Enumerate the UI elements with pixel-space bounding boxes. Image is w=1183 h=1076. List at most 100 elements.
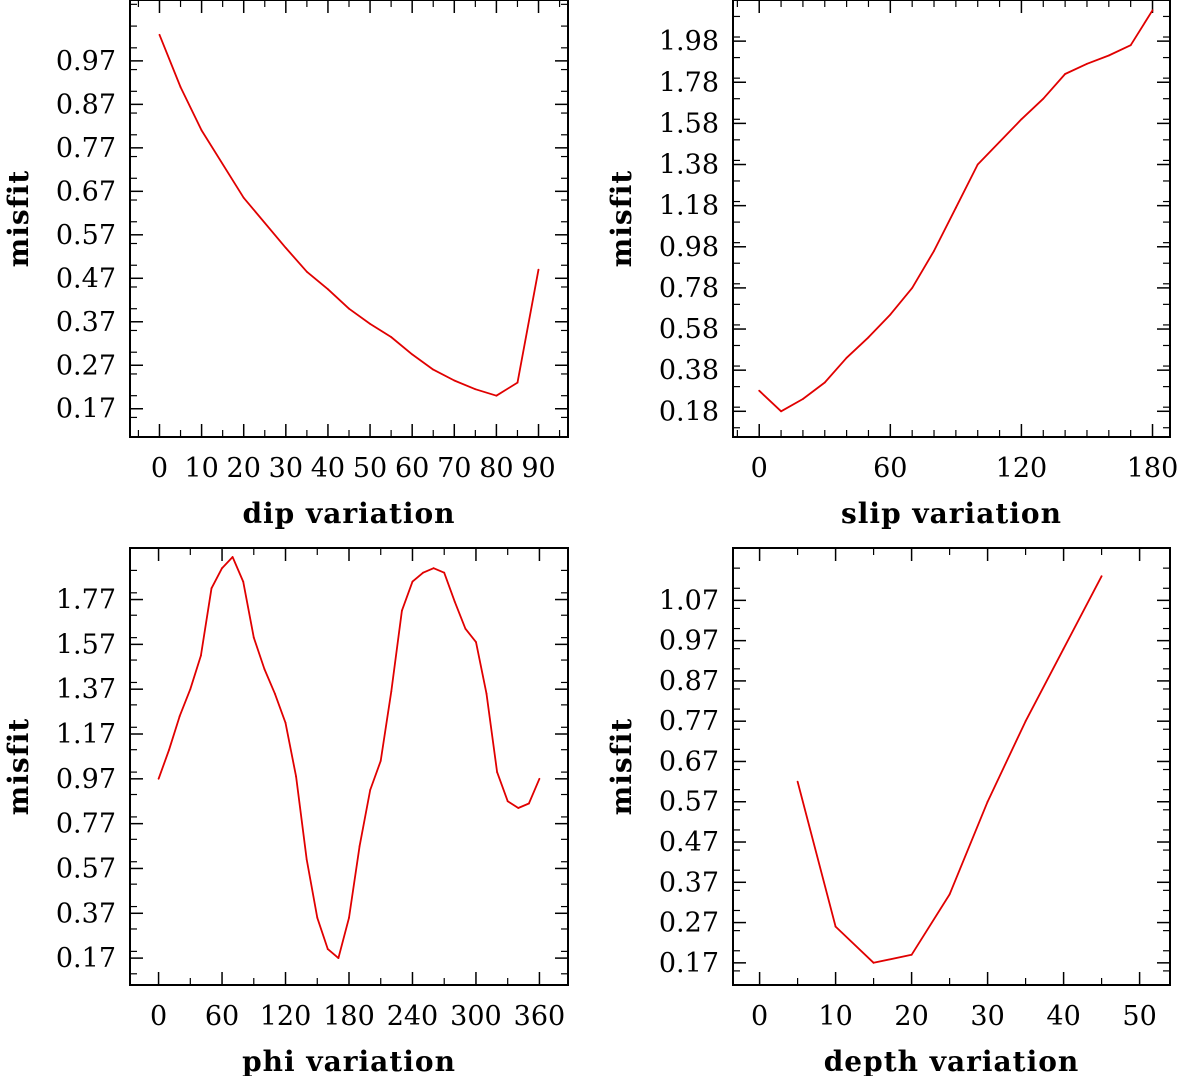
depth-data-point — [1062, 647, 1065, 650]
phi-data-point — [326, 948, 329, 950]
phi-data-point — [305, 858, 308, 861]
phi-data-point — [178, 715, 181, 717]
depth-data-point — [948, 893, 951, 896]
phi-x-tick-label: 60 — [205, 1001, 239, 1032]
slip-y-tick-label: 1.38 — [659, 150, 719, 181]
phi-data-point — [485, 692, 488, 695]
slip-data-point — [1086, 62, 1088, 65]
slip-data-point — [911, 287, 914, 289]
dip-y-tick-label: 0.17 — [56, 394, 116, 425]
phi-y-tick-label: 0.57 — [56, 853, 116, 884]
phi-x-tick-label: 0 — [150, 1001, 167, 1032]
depth-y-axis-title: misfit — [605, 718, 638, 816]
phi-data-point — [210, 587, 213, 590]
slip-plot-frame — [732, 0, 1171, 438]
slip-data-point — [1020, 118, 1023, 121]
dip-data-point — [495, 394, 498, 397]
phi-data-point — [263, 668, 266, 670]
dip-data-point — [200, 129, 203, 132]
depth-x-tick-label: 50 — [1122, 1001, 1156, 1032]
slip-x-tick-label: 0 — [751, 453, 768, 484]
phi-y-tick-label: 0.77 — [56, 809, 116, 840]
phi-data-point — [369, 789, 372, 791]
phi-x-tick-label: 360 — [514, 1001, 566, 1032]
slip-data-point — [955, 206, 957, 209]
dip-x-tick-label: 50 — [353, 453, 387, 484]
phi-data-point — [295, 775, 297, 778]
slip-data-point — [1107, 54, 1110, 57]
dip-x-tick-label: 20 — [227, 453, 261, 484]
depth-y-tick-label: 0.57 — [659, 787, 719, 818]
slip-data-point — [889, 313, 892, 316]
slip-y-tick-label: 0.18 — [659, 396, 719, 427]
dip-x-tick-label: 90 — [521, 453, 555, 484]
depth-y-tick-label: 0.97 — [659, 626, 719, 657]
dip-x-tick-label: 10 — [184, 453, 218, 484]
slip-y-tick-label: 0.98 — [659, 232, 719, 263]
dip-data-point — [158, 33, 161, 36]
dip-x-tick-label: 0 — [151, 453, 168, 484]
depth-data-point — [1024, 720, 1027, 723]
depth-plot-frame — [732, 547, 1171, 986]
dip-y-tick-label: 0.87 — [56, 89, 116, 120]
dip-y-tick-label: 0.27 — [56, 350, 116, 381]
dip-data-point — [348, 307, 350, 310]
slip-data-point — [998, 141, 1001, 143]
depth-x-axis-title: depth variation — [824, 1045, 1080, 1076]
depth-data-point — [910, 953, 913, 956]
slip-panel: 0 60 120 180 0.18 0.38 0.58 0.78 0.98 1.18 1.38 1.5… — [605, 0, 1178, 530]
phi-data-point — [189, 688, 192, 691]
dip-y-tick-label: 0.37 — [56, 307, 116, 338]
dip-data-point — [516, 381, 519, 384]
depth-y-tick-label: 0.87 — [659, 666, 719, 697]
slip-y-tick-label: 0.78 — [659, 273, 719, 304]
depth-x-tick-label: 40 — [1046, 1001, 1080, 1032]
phi-y-tick-label: 1.17 — [56, 719, 116, 750]
slip-data-point — [1042, 97, 1045, 100]
phi-x-tick-label: 120 — [260, 1001, 312, 1032]
slip-x-tick-label: 120 — [996, 453, 1048, 484]
dip-y-tick-label: 0.77 — [56, 133, 116, 164]
phi-data-point — [252, 636, 255, 639]
dip-y-axis-title: misfit — [2, 170, 35, 268]
phi-panel: 0 60 120 180 240 300 360 0.17 0.37 0.57 0.77 0.97 1.… — [2, 547, 569, 1076]
dip-x-tick-label: 80 — [479, 453, 513, 484]
dip-data-point — [284, 247, 287, 249]
depth-y-tick-label: 1.07 — [659, 585, 719, 616]
dip-data-point — [432, 368, 435, 371]
dip-x-axis-title: dip variation — [242, 497, 455, 530]
dip-data-point — [537, 268, 540, 271]
phi-y-tick-label: 0.17 — [56, 943, 116, 974]
phi-y-tick-label: 1.37 — [56, 674, 116, 705]
phi-data-point — [242, 580, 245, 583]
slip-y-tick-label: 1.18 — [659, 191, 719, 222]
phi-data-point — [401, 609, 403, 612]
phi-data-point — [475, 641, 477, 643]
phi-y-tick-label: 1.57 — [56, 629, 116, 660]
depth-y-tick-label: 0.67 — [659, 746, 719, 777]
slip-data-point — [845, 356, 848, 359]
phi-y-axis-title: misfit — [2, 718, 35, 816]
phi-y-tick-label: 1.77 — [56, 585, 116, 616]
phi-data-point — [337, 957, 340, 959]
phi-data-point — [379, 760, 382, 762]
slip-data-point — [1064, 73, 1066, 75]
phi-data-point — [453, 600, 456, 603]
dip-x-tick-label: 60 — [395, 453, 429, 484]
slip-y-axis-title: misfit — [605, 170, 638, 268]
slip-y-tick-label: 1.58 — [659, 108, 719, 139]
slip-x-tick-label: 60 — [873, 453, 907, 484]
depth-y-tick-label: 0.37 — [659, 867, 719, 898]
dip-x-tick-label: 30 — [269, 453, 303, 484]
slip-data-point — [867, 336, 870, 339]
slip-y-tick-label: 1.98 — [659, 26, 719, 57]
phi-data-point — [348, 916, 350, 919]
depth-data-point — [834, 925, 837, 928]
dip-data-point — [369, 323, 371, 325]
dip-panel: 0 10 20 30 40 50 60 70 80 90 0.17 0.27 0.37 0.47 0.57 0… — [2, 0, 569, 530]
slip-data-point — [933, 250, 935, 252]
slip-data-point — [780, 410, 782, 413]
slip-data-point — [1151, 9, 1154, 12]
phi-x-tick-label: 300 — [450, 1001, 502, 1032]
phi-data-point — [538, 777, 541, 780]
